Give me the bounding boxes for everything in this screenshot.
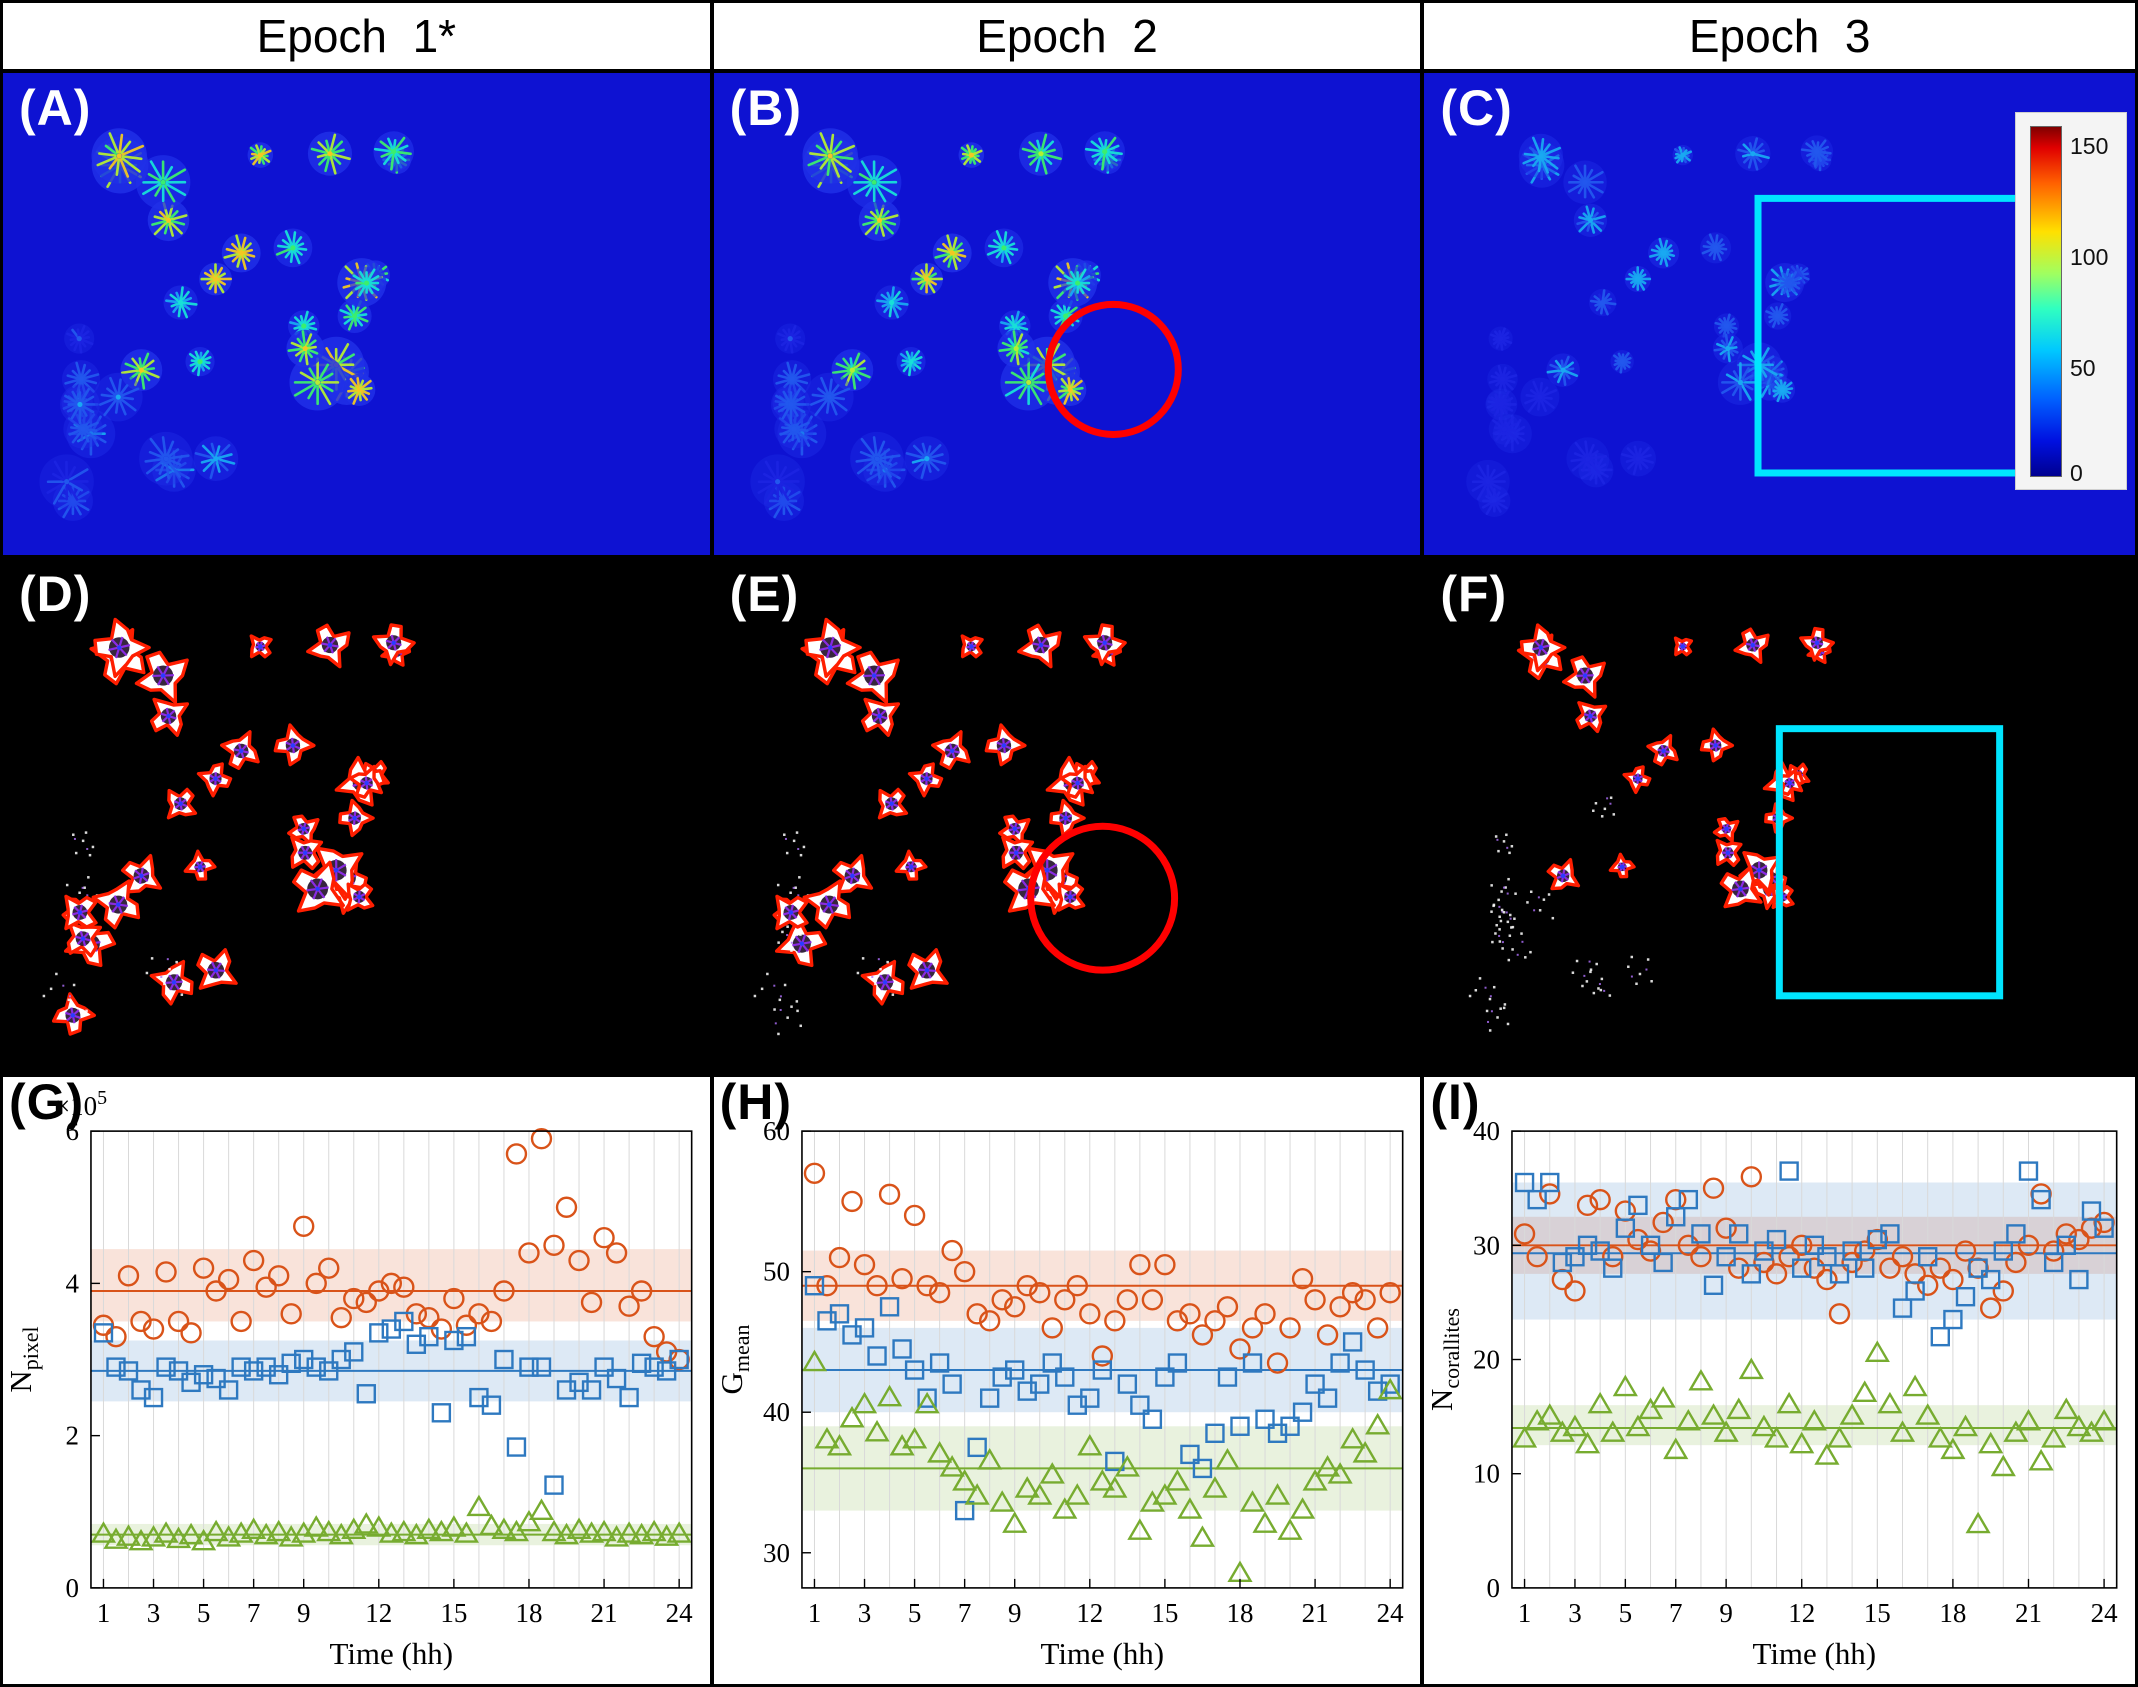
svg-text:21: 21 [2015, 1598, 2042, 1628]
panel-C-heatmap: (C) 150 100 50 0 [1424, 73, 2135, 559]
svg-text:24: 24 [2091, 1598, 2118, 1628]
svg-text:1: 1 [1518, 1598, 1531, 1628]
svg-text:10: 10 [1473, 1459, 1500, 1489]
svg-text:9: 9 [297, 1598, 310, 1628]
panel-letter-G: (G) [9, 1077, 85, 1130]
segmentation-D-canvas [3, 559, 710, 1073]
panel-B-heatmap: (B) [713, 73, 1425, 559]
colorbar-tick-50: 50 [2070, 355, 2096, 382]
panel-letter-E: (E) [729, 566, 800, 622]
panel-E-segmentation: (E) [713, 559, 1425, 1077]
panel-letter-C: (C) [1440, 80, 1513, 136]
panel-H-chart: 1 3 5 7 9 12 15 18 21 24 30 40 50 60 Time (hh) Gmean (H… [713, 1077, 1425, 1684]
svg-text:12: 12 [365, 1598, 392, 1628]
svg-text:Gmean: Gmean [714, 1325, 754, 1395]
panel-letter-B: (B) [729, 80, 803, 136]
svg-text:3: 3 [1569, 1598, 1582, 1628]
svg-text:×105: ×105 [55, 1087, 107, 1121]
colorbar-tick-100: 100 [2070, 244, 2109, 271]
svg-text:Time (hh): Time (hh) [1753, 1636, 1877, 1671]
colorbar-tick-150: 150 [2070, 133, 2109, 160]
svg-text:24: 24 [666, 1598, 693, 1628]
svg-text:7: 7 [958, 1598, 971, 1628]
svg-text:12: 12 [1076, 1598, 1103, 1628]
svg-text:4: 4 [65, 1268, 79, 1298]
svg-text:40: 40 [763, 1397, 790, 1427]
epoch-1-header: Epoch 1* [3, 3, 714, 73]
panel-letter-F: (F) [1440, 566, 1508, 622]
svg-text:3: 3 [857, 1598, 870, 1628]
svg-text:5: 5 [908, 1598, 921, 1628]
svg-text:Ncorallites: Ncorallites [1424, 1308, 1464, 1411]
panel-I-chart: 1 3 5 7 9 12 15 18 21 24 0 10 20 30 40 Time (hh) Ncorall… [1424, 1077, 2135, 1684]
svg-text:24: 24 [1376, 1598, 1403, 1628]
svg-text:30: 30 [1473, 1230, 1500, 1260]
svg-text:30: 30 [763, 1538, 790, 1568]
chart-ncorallites: 1 3 5 7 9 12 15 18 21 24 0 10 20 30 40 Time (hh) Ncorall… [1424, 1116, 2118, 1671]
epoch-3-title: Epoch 3 [1688, 10, 1871, 62]
svg-text:Npixel: Npixel [3, 1326, 43, 1392]
heatmap-A-canvas [3, 73, 710, 555]
svg-text:18: 18 [1940, 1598, 1967, 1628]
segmentation-E-canvas [713, 559, 1421, 1073]
panel-letter-D: (D) [19, 566, 92, 622]
svg-text:18: 18 [515, 1598, 542, 1628]
svg-text:2: 2 [65, 1421, 78, 1451]
svg-text:12: 12 [1789, 1598, 1816, 1628]
panel-letter-A: (A) [19, 80, 92, 136]
svg-text:9: 9 [1720, 1598, 1733, 1628]
svg-text:40: 40 [1473, 1116, 1500, 1146]
svg-text:20: 20 [1473, 1345, 1500, 1375]
panel-letter-H: (H) [719, 1077, 793, 1130]
panel-F-segmentation: (F) [1424, 559, 2135, 1077]
svg-text:7: 7 [1669, 1598, 1682, 1628]
segmentation-F-canvas [1424, 559, 2135, 1073]
svg-text:Time (hh): Time (hh) [330, 1636, 454, 1671]
colorbar-tick-0: 0 [2070, 460, 2083, 487]
chart-gmean: 1 3 5 7 9 12 15 18 21 24 30 40 50 60 Time (hh) Gmean [714, 1116, 1404, 1671]
svg-text:5: 5 [197, 1598, 210, 1628]
colorbar: 150 100 50 0 [2015, 111, 2127, 490]
svg-text:Time (hh): Time (hh) [1040, 1636, 1164, 1671]
svg-text:50: 50 [763, 1257, 790, 1287]
svg-text:9: 9 [1008, 1598, 1021, 1628]
colorbar-gradient [2030, 125, 2062, 478]
epoch-2-header: Epoch 2 [713, 3, 1425, 73]
svg-text:21: 21 [591, 1598, 618, 1628]
heatmap-B-canvas [713, 73, 1421, 555]
svg-text:15: 15 [1151, 1598, 1178, 1628]
svg-text:0: 0 [65, 1573, 78, 1603]
svg-text:0: 0 [1487, 1573, 1500, 1603]
svg-text:60: 60 [763, 1116, 790, 1146]
epoch-1-title: Epoch 1* [256, 10, 457, 62]
svg-text:1: 1 [807, 1598, 820, 1628]
epoch-3-header: Epoch 3 [1424, 3, 2135, 73]
svg-text:6: 6 [65, 1116, 78, 1146]
svg-text:15: 15 [440, 1598, 467, 1628]
svg-text:1: 1 [97, 1598, 110, 1628]
panel-letter-I: (I) [1430, 1077, 1481, 1130]
svg-text:21: 21 [1301, 1598, 1328, 1628]
epoch-2-title: Epoch 2 [976, 10, 1158, 62]
svg-text:18: 18 [1226, 1598, 1253, 1628]
svg-text:3: 3 [147, 1598, 160, 1628]
panel-A-heatmap: (A) [3, 73, 714, 559]
svg-text:5: 5 [1619, 1598, 1632, 1628]
panel-D-segmentation: (D) [3, 559, 714, 1077]
svg-text:15: 15 [1864, 1598, 1891, 1628]
svg-text:7: 7 [247, 1598, 260, 1628]
panel-G-chart: 1 3 5 7 9 12 15 18 21 24 0 2 4 6 Time (hh) Npixel ×105 (… [3, 1077, 714, 1684]
